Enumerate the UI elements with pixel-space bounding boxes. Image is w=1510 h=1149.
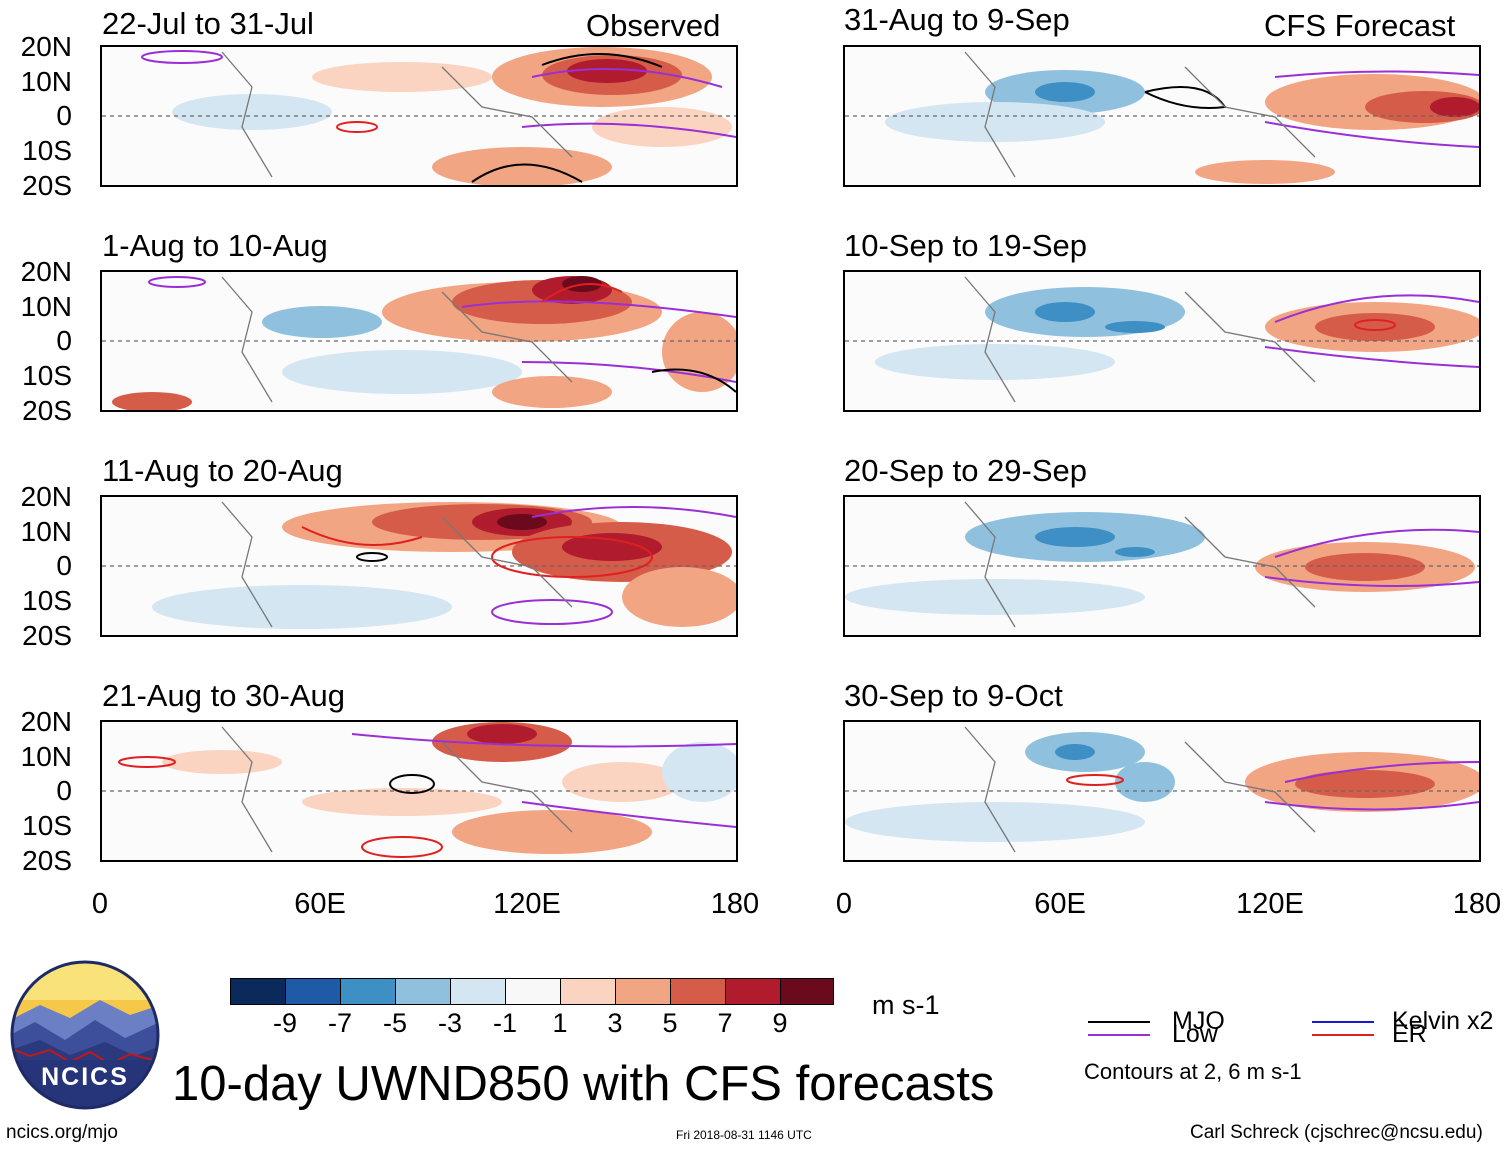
colorbar-swatch xyxy=(616,979,671,1004)
colorbar-swatch xyxy=(781,979,833,1004)
colorbar-swatch xyxy=(286,979,341,1004)
lat-label: 20S xyxy=(22,845,72,876)
colorbar-units: m s-1 xyxy=(872,990,940,1020)
legend-line-kelvin xyxy=(1312,1021,1374,1023)
lat-label: 0 xyxy=(56,100,72,131)
observed-label: Observed xyxy=(586,8,721,43)
colorbar-label: -9 xyxy=(272,1008,297,1038)
lat-label: 10S xyxy=(22,135,72,166)
contours-note: Contours at 2, 6 m s-1 xyxy=(1084,1059,1302,1084)
map-panel-observed-2 xyxy=(100,270,738,412)
colorbar-swatch xyxy=(231,979,286,1004)
lat-label: 0 xyxy=(56,325,72,356)
lat-label: 20N xyxy=(20,481,72,512)
lon-label: 60E xyxy=(1034,888,1086,920)
map-panel-forecast-2 xyxy=(843,270,1481,412)
colorbar-swatch xyxy=(341,979,396,1004)
legend-label-er: ER xyxy=(1392,1020,1427,1048)
lon-label: 0 xyxy=(91,888,109,920)
map-panel-observed-4 xyxy=(100,720,738,862)
panel-title-r4: 30-Sep to 9-Oct xyxy=(844,678,1063,713)
legend-line-low xyxy=(1088,1034,1150,1036)
footer-author: Carl Schreck (cjschrec@ncsu.edu) xyxy=(1190,1122,1483,1143)
lat-label: 10N xyxy=(20,516,72,547)
panel-title-l4: 21-Aug to 30-Aug xyxy=(102,678,346,713)
colorbar-swatch xyxy=(451,979,506,1004)
lon-label: 0 xyxy=(835,888,853,920)
colorbar-swatch xyxy=(561,979,616,1004)
lat-label: 10N xyxy=(20,66,72,97)
lon-label: 120E xyxy=(1236,888,1304,920)
panel-title-r3: 20-Sep to 29-Sep xyxy=(844,453,1088,488)
colorbar-swatch xyxy=(671,979,726,1004)
panel-title-r2: 10-Sep to 19-Sep xyxy=(844,228,1088,263)
lat-label: 20S xyxy=(22,620,72,651)
legend-label-kelvin: Kelvin x2 xyxy=(1392,1007,1494,1035)
legend-line-mjo xyxy=(1088,1021,1150,1023)
lon-label: 180 xyxy=(710,888,760,920)
lat-label: 20N xyxy=(20,256,72,287)
colorbar-label: -7 xyxy=(327,1008,352,1038)
panel-title-l1: 22-Jul to 31-Jul xyxy=(102,6,314,41)
lat-label: 10N xyxy=(20,291,72,322)
colorbar-swatch xyxy=(726,979,781,1004)
map-panel-forecast-3 xyxy=(843,495,1481,637)
lat-label: 20S xyxy=(22,395,72,426)
map-panel-observed-1 xyxy=(100,45,738,187)
colorbar-label: 7 xyxy=(717,1008,733,1038)
panel-title-l2: 1-Aug to 10-Aug xyxy=(102,228,328,263)
map-panel-forecast-4 xyxy=(843,720,1481,862)
lat-label: 0 xyxy=(56,775,72,806)
legend-label-low: Low xyxy=(1172,1020,1218,1048)
figure-title: 10-day UWND850 with CFS forecasts xyxy=(172,1057,995,1111)
lat-label: 10N xyxy=(20,741,72,772)
footer-timestamp: Fri 2018-08-31 1146 UTC xyxy=(676,1128,812,1142)
lon-label: 180 xyxy=(1452,888,1502,920)
colorbar-label: 9 xyxy=(772,1008,788,1038)
colorbar-label: -5 xyxy=(382,1008,407,1038)
colorbar-swatch xyxy=(506,979,561,1004)
logo-text: NCICS xyxy=(41,1063,129,1091)
colorbar xyxy=(230,978,834,1005)
panel-title-r1: 31-Aug to 9-Sep xyxy=(844,2,1070,37)
colorbar-label: 3 xyxy=(607,1008,623,1038)
map-panel-forecast-1 xyxy=(843,45,1481,187)
lat-label: 10S xyxy=(22,360,72,391)
panel-title-l3: 11-Aug to 20-Aug xyxy=(102,453,343,488)
lat-label: 20N xyxy=(20,706,72,737)
colorbar-swatch xyxy=(396,979,451,1004)
lon-label: 60E xyxy=(294,888,346,920)
ncics-logo: NCICS xyxy=(10,960,160,1110)
colorbar-label: -3 xyxy=(437,1008,462,1038)
lat-label: 20S xyxy=(22,170,72,201)
legend-label-mjo: MJO xyxy=(1172,1007,1225,1035)
lon-label: 120E xyxy=(493,888,561,920)
forecast-label: CFS Forecast xyxy=(1264,8,1456,43)
footer-url[interactable]: ncics.org/mjo xyxy=(6,1122,118,1143)
colorbar-label: 1 xyxy=(552,1008,568,1038)
colorbar-label: 5 xyxy=(662,1008,678,1038)
lat-label: 10S xyxy=(22,810,72,841)
lat-label: 20N xyxy=(20,31,72,62)
colorbar-label: -1 xyxy=(492,1008,517,1038)
lat-label: 0 xyxy=(56,550,72,581)
lat-label: 10S xyxy=(22,585,72,616)
map-panel-observed-3 xyxy=(100,495,738,637)
legend-line-er xyxy=(1312,1034,1374,1036)
